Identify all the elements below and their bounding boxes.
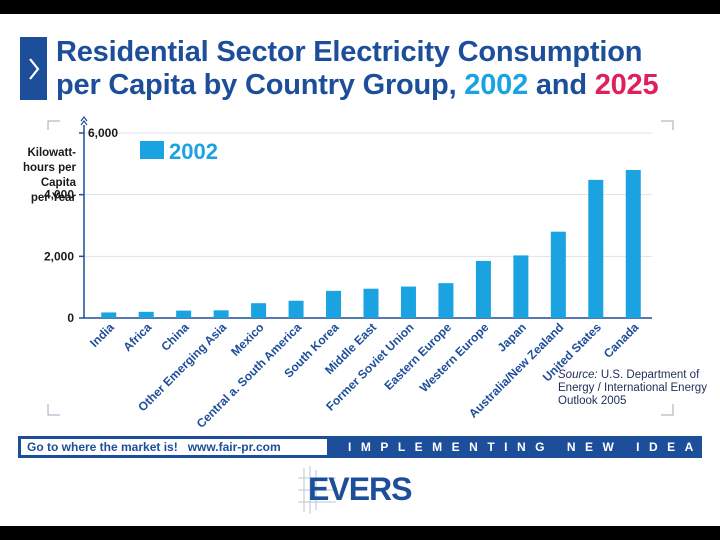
bar	[438, 283, 454, 318]
y-tick-labels: 0 2,000 4,000 6,000	[44, 126, 118, 325]
y-axis-label: Kilowatt- hours per Capita per Year	[14, 146, 76, 206]
chart-title: Residential Sector Electricity Consumpti…	[56, 36, 706, 102]
bars	[101, 170, 641, 318]
y-tick-label: 4,000	[44, 188, 74, 202]
bottom-border	[0, 526, 720, 540]
y-tick-label: 6,000	[88, 126, 118, 140]
title-marker	[20, 37, 47, 100]
axis-break-mark	[80, 116, 88, 122]
x-tick-label: Eastern Europe	[381, 320, 454, 393]
bar	[513, 255, 529, 318]
x-tick-label: Africa	[120, 320, 154, 354]
title-line-2: per Capita by Country Group, 2002 and 20…	[56, 69, 706, 102]
bar	[550, 231, 566, 318]
title-line-2-mid: and	[528, 69, 595, 101]
title-year-2025: 2025	[594, 69, 659, 101]
frame-corners	[47, 120, 674, 416]
x-tick-label: China	[158, 320, 192, 354]
bar	[588, 179, 604, 318]
title-line-1: Residential Sector Electricity Consumpti…	[56, 36, 643, 68]
source-label: Source:	[558, 369, 598, 381]
y-axis-label-line: Kilowatt-	[27, 147, 76, 159]
legend-swatch	[140, 141, 164, 159]
bar	[138, 311, 154, 318]
svg-text:EVERS: EVERS	[308, 471, 412, 507]
legend: 2002	[140, 139, 218, 164]
title-year-2002: 2002	[464, 69, 529, 101]
footer-banner: Go to where the market is! www.fair-pr.c…	[18, 436, 720, 458]
bar	[400, 286, 416, 318]
y-axis-label-line: hours per	[22, 162, 76, 174]
x-tick-label: Japan	[495, 320, 529, 354]
chevron-right-icon	[28, 57, 39, 80]
y-tick-label: 2,000	[44, 249, 74, 263]
y-axis-label-line: per Year	[30, 192, 76, 204]
bar	[213, 310, 229, 318]
axis-break-mark	[80, 120, 88, 126]
bar	[288, 300, 304, 318]
banner-slogan: IMPLEMENTING NEW IDEAS	[348, 440, 720, 454]
y-axis-label-line: Capita	[40, 177, 76, 189]
banner-link[interactable]: Go to where the market is! www.fair-pr.c…	[21, 439, 327, 455]
x-tick-label: Canada	[601, 320, 642, 361]
source-note: Source: U.S. Department of Energy / Inte…	[558, 369, 708, 408]
y-tick-label: 0	[67, 311, 74, 325]
bar	[363, 288, 379, 318]
axes	[79, 116, 652, 319]
evers-logo: EVERS	[298, 466, 413, 514]
source-text: U.S. Department of Energy / Internationa…	[558, 369, 707, 407]
bar	[475, 260, 491, 318]
bar	[326, 290, 342, 318]
x-tick-label: India	[87, 320, 117, 350]
bar	[251, 303, 267, 318]
legend-label: 2002	[169, 139, 218, 164]
bar	[176, 310, 192, 318]
x-tick-label: Western Europe	[417, 320, 492, 395]
bar	[625, 170, 641, 318]
title-line-2-prefix: per Capita by Country Group,	[56, 69, 465, 101]
top-border	[0, 0, 720, 14]
bar	[101, 312, 117, 318]
